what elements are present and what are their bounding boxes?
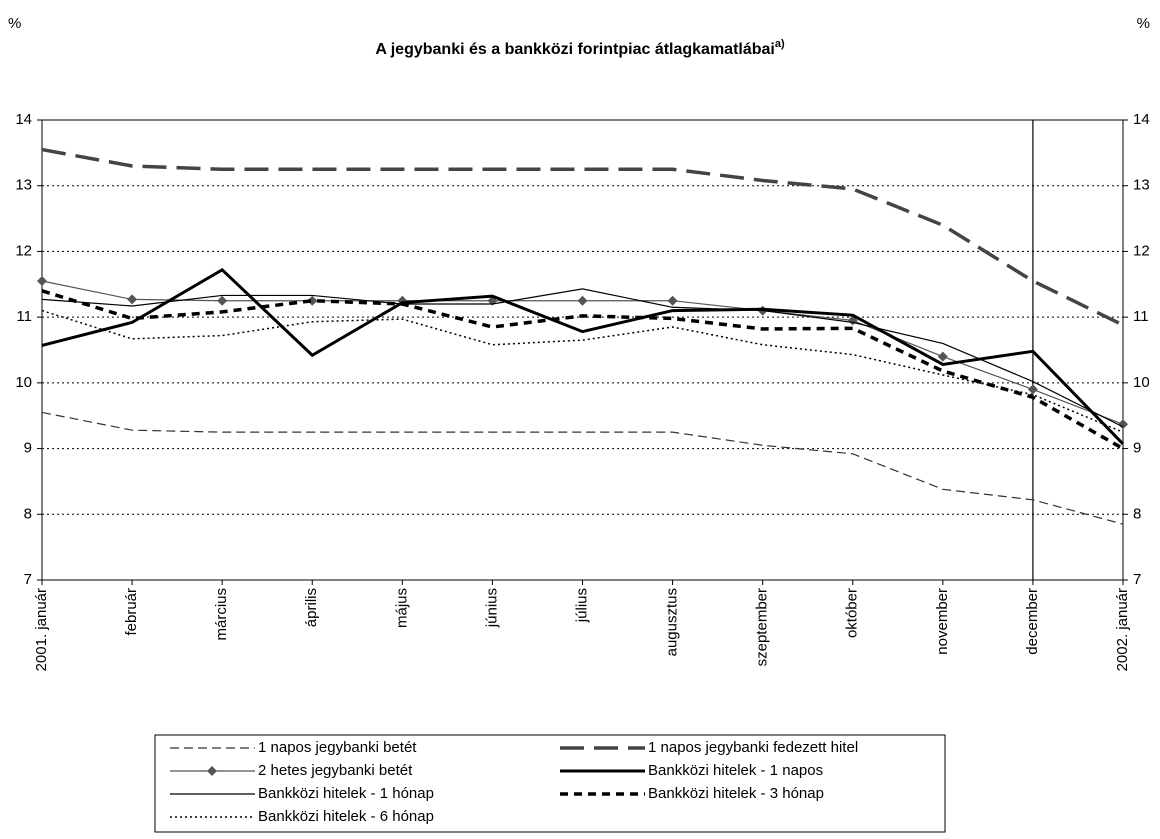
title-text: A jegybanki és a bankközi forintpiac átl… (375, 41, 775, 58)
y-tick-label: 10 (15, 374, 32, 391)
legend-label: Bankközi hitelek - 1 napos (648, 762, 823, 779)
y2-tick-label: 9 (1133, 440, 1141, 457)
y2-tick-label: 12 (1133, 242, 1150, 259)
x-tick-label: 2001. január (33, 588, 50, 671)
point-marker (577, 295, 588, 306)
series-line (41, 288, 1124, 428)
x-tick-label: 2002. január (1114, 588, 1131, 671)
y-tick-label: 7 (24, 571, 32, 588)
x-tick-label: október (844, 588, 861, 638)
x-tick-label: december (1024, 588, 1041, 655)
y2-tick-label: 8 (1133, 505, 1141, 522)
x-tick-label: február (123, 588, 140, 636)
x-tick-label: november (934, 588, 951, 655)
x-tick-label: augusztus (664, 588, 681, 656)
x-tick-label: május (393, 588, 410, 628)
point-marker (1027, 384, 1038, 395)
legend-label: 1 napos jegybanki betét (258, 739, 417, 756)
legend-box (154, 734, 946, 833)
point-marker (937, 351, 948, 362)
y-tick-label: 11 (16, 308, 32, 325)
y-unit-left: % (8, 15, 21, 32)
x-tick-label: július (573, 588, 590, 623)
series-line (41, 289, 1124, 451)
y2-tick-label: 10 (1133, 374, 1150, 391)
legend-label: 1 napos jegybanki fedezett hitel (648, 739, 858, 756)
point-marker (217, 295, 228, 306)
y-tick-label: 12 (15, 242, 32, 259)
y2-tick-label: 14 (1133, 111, 1150, 128)
y-tick-label: 8 (24, 505, 32, 522)
y-tick-label: 13 (15, 177, 32, 194)
point-marker (127, 294, 138, 305)
y2-tick-label: 13 (1133, 177, 1150, 194)
series-line (41, 309, 1124, 433)
y2-tick-label: 11 (1133, 308, 1149, 325)
legend-marker (207, 766, 217, 776)
x-tick-label: április (303, 588, 320, 627)
point-marker (37, 276, 47, 286)
title-note: a) (775, 38, 785, 50)
y-tick-label: 9 (24, 440, 32, 457)
legend-label: Bankközi hitelek - 3 hónap (648, 785, 824, 802)
point-marker (1118, 419, 1128, 430)
legend-label: Bankközi hitelek - 1 hónap (258, 785, 434, 802)
chart-title: A jegybanki és a bankközi forintpiac átl… (375, 38, 785, 58)
y2-tick-label: 7 (1133, 571, 1141, 588)
x-tick-label: szeptember (754, 588, 771, 666)
series-line (41, 147, 1124, 327)
legend-label: Bankközi hitelek - 6 hónap (258, 808, 434, 825)
series-line (41, 411, 1124, 525)
x-tick-label: március (213, 588, 230, 641)
point-marker (667, 295, 678, 306)
legend-label: 2 hetes jegybanki betét (258, 762, 413, 779)
x-tick-label: június (483, 588, 500, 628)
point-marker (307, 295, 318, 306)
series-line (41, 267, 1125, 446)
y-unit-right: % (1137, 15, 1150, 32)
y-tick-label: 14 (15, 111, 32, 128)
